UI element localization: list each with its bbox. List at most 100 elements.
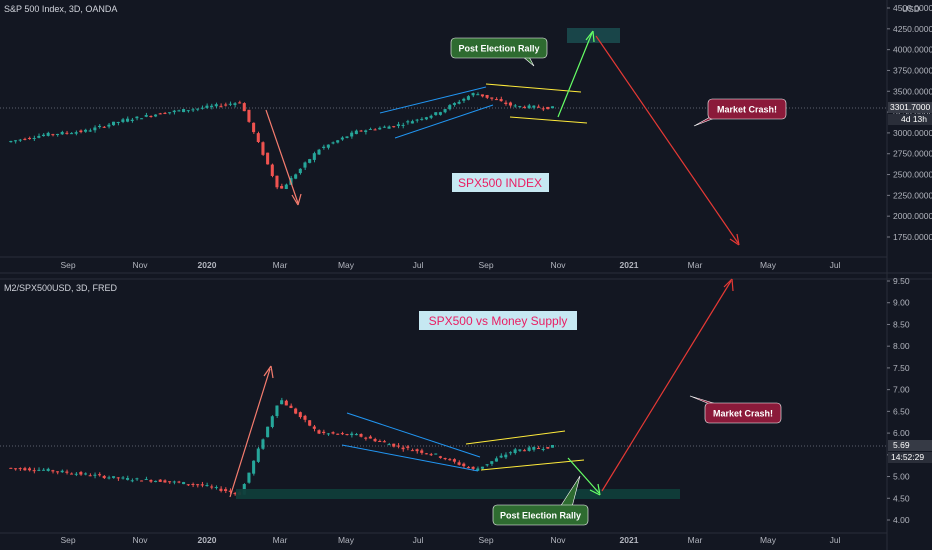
top-candle	[466, 96, 470, 100]
bottom-candle	[485, 464, 489, 466]
top-y-axis-tick-label: 3000.0000	[893, 128, 932, 138]
top-candle	[368, 128, 372, 130]
bottom-candle	[210, 486, 214, 488]
bottom-candle	[60, 470, 64, 473]
bottom-candle	[13, 468, 18, 470]
top-candle	[317, 149, 321, 155]
top-candle	[429, 115, 433, 118]
bottom-countdown-badge-bg	[888, 452, 932, 463]
top-candle	[280, 186, 284, 189]
top-candle	[387, 126, 391, 129]
bottom-y-axis-tick-label: 9.50	[893, 276, 910, 286]
bottom-candle	[536, 448, 540, 450]
bottom-candle	[18, 468, 22, 470]
bottom-candle	[74, 473, 78, 475]
bottom-candle	[410, 450, 414, 452]
top-blue-channel-lower	[394, 104, 494, 139]
bottom-x-axis-tick-label: May	[338, 535, 355, 545]
top-candle	[256, 133, 260, 142]
top-candle	[172, 110, 176, 113]
bottom-candle	[345, 434, 349, 436]
bottom-crash-callout-bubble	[704, 402, 782, 424]
bottom-candle	[457, 462, 461, 465]
top-yellow-channel-lower	[509, 116, 588, 124]
top-x-axis-tick-label: 2020	[198, 260, 217, 270]
top-candle	[462, 98, 466, 101]
bottom-candle	[499, 455, 503, 458]
top-x-axis-tick-label: 2021	[620, 260, 639, 270]
top-x-axis-tick-label: Sep	[478, 260, 493, 270]
top-y-axis-tick-label: 4000.0000	[893, 45, 932, 55]
bottom-candle	[541, 449, 545, 451]
bottom-candle	[41, 469, 46, 471]
top-candle	[126, 118, 130, 122]
top-candle	[490, 97, 494, 99]
top-candle	[65, 132, 69, 134]
top-crash-callout-text: Market Crash!	[717, 105, 777, 115]
bottom-candle	[65, 471, 69, 473]
bottom-blue-channel-lower	[341, 444, 479, 472]
bottom-candle	[396, 445, 400, 447]
top-candle	[322, 146, 326, 148]
bottom-candle	[102, 475, 106, 479]
bottom-candle	[130, 480, 134, 482]
top-x-axis-tick-label: Sep	[60, 260, 75, 270]
bottom-candle	[317, 430, 321, 434]
bottom-candle	[83, 473, 88, 475]
bottom-y-axis-tick-label: 9.00	[893, 298, 910, 308]
top-x-axis-tick-label: May	[760, 260, 777, 270]
top-candle	[196, 108, 200, 110]
bottom-candle	[382, 441, 386, 443]
top-candle	[102, 126, 106, 128]
top-candle	[74, 132, 78, 134]
bottom-candle	[378, 440, 382, 442]
top-candle	[149, 116, 153, 118]
top-candle	[513, 105, 517, 107]
top-candle	[396, 124, 400, 127]
top-rally-callout-bubble	[450, 37, 548, 59]
bottom-candle	[51, 470, 55, 472]
bottom-rally-arrow-line	[567, 457, 600, 494]
top-candle	[32, 138, 36, 140]
top-candle	[116, 121, 120, 123]
top-candle	[107, 124, 111, 127]
bottom-y-axis-tick-label: 4.00	[893, 515, 910, 525]
bottom-candle	[326, 433, 330, 435]
bottom-candle	[135, 478, 139, 480]
bottom-candle	[438, 456, 442, 458]
top-candle	[443, 109, 447, 113]
bottom-candle	[32, 470, 36, 472]
bottom-candle	[116, 477, 120, 479]
top-candle	[177, 110, 181, 112]
bottom-crash-projection-line	[601, 280, 732, 492]
top-candle	[121, 119, 125, 122]
bottom-candle	[294, 408, 298, 414]
top-crash-arrow-head	[291, 193, 302, 206]
top-candle	[37, 135, 41, 138]
top-candle	[135, 116, 139, 119]
top-candle	[158, 113, 162, 115]
top-yellow-channel-upper	[485, 83, 582, 93]
top-candle	[9, 140, 13, 143]
top-candle	[69, 133, 74, 135]
bottom-candle	[270, 416, 274, 427]
bottom-candle	[443, 457, 447, 460]
top-pane-title: S&P 500 Index, 3D, OANDA	[4, 4, 118, 14]
top-crash-projection-line	[595, 35, 739, 244]
bottom-x-axis-tick-label: Nov	[550, 535, 566, 545]
bottom-candle	[88, 475, 92, 477]
top-candle	[536, 106, 540, 108]
bottom-candle	[471, 466, 475, 469]
top-candle	[55, 133, 60, 135]
bottom-candle	[97, 474, 102, 476]
top-candle	[88, 130, 92, 132]
top-crash-arrow-line	[265, 109, 299, 204]
bottom-candle	[154, 480, 158, 482]
bottom-candle	[452, 459, 456, 462]
bottom-spike-arrow-head	[263, 365, 274, 379]
bottom-candle	[504, 454, 508, 458]
bottom-y-axis-tick-label: 7.50	[893, 363, 910, 373]
bottom-y-axis-tick-label: 6.00	[893, 428, 910, 438]
bottom-candle	[107, 477, 111, 479]
